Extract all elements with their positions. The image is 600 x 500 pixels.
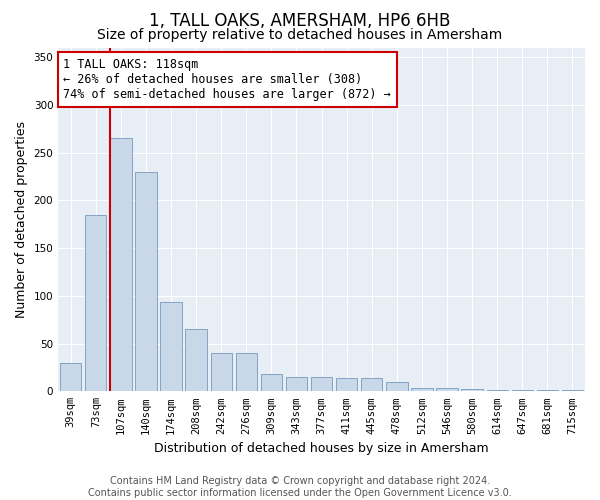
Bar: [512, 390, 533, 392]
Text: Contains HM Land Registry data © Crown copyright and database right 2024.
Contai: Contains HM Land Registry data © Crown c…: [88, 476, 512, 498]
Bar: [336, 378, 358, 392]
Text: Size of property relative to detached houses in Amersham: Size of property relative to detached ho…: [97, 28, 503, 42]
Bar: [110, 138, 131, 392]
Bar: [386, 382, 407, 392]
Bar: [185, 329, 207, 392]
Bar: [211, 353, 232, 392]
X-axis label: Distribution of detached houses by size in Amersham: Distribution of detached houses by size …: [154, 442, 489, 455]
Y-axis label: Number of detached properties: Number of detached properties: [15, 121, 28, 318]
Bar: [436, 388, 458, 392]
Text: 1, TALL OAKS, AMERSHAM, HP6 6HB: 1, TALL OAKS, AMERSHAM, HP6 6HB: [149, 12, 451, 30]
Text: 1 TALL OAKS: 118sqm
← 26% of detached houses are smaller (308)
74% of semi-detac: 1 TALL OAKS: 118sqm ← 26% of detached ho…: [64, 58, 391, 101]
Bar: [160, 302, 182, 392]
Bar: [85, 214, 106, 392]
Bar: [136, 172, 157, 392]
Bar: [286, 377, 307, 392]
Bar: [311, 377, 332, 392]
Bar: [487, 390, 508, 392]
Bar: [562, 390, 583, 392]
Bar: [361, 378, 382, 392]
Bar: [411, 388, 433, 392]
Bar: [461, 390, 483, 392]
Bar: [537, 390, 558, 392]
Bar: [236, 353, 257, 392]
Bar: [261, 374, 282, 392]
Bar: [60, 362, 82, 392]
